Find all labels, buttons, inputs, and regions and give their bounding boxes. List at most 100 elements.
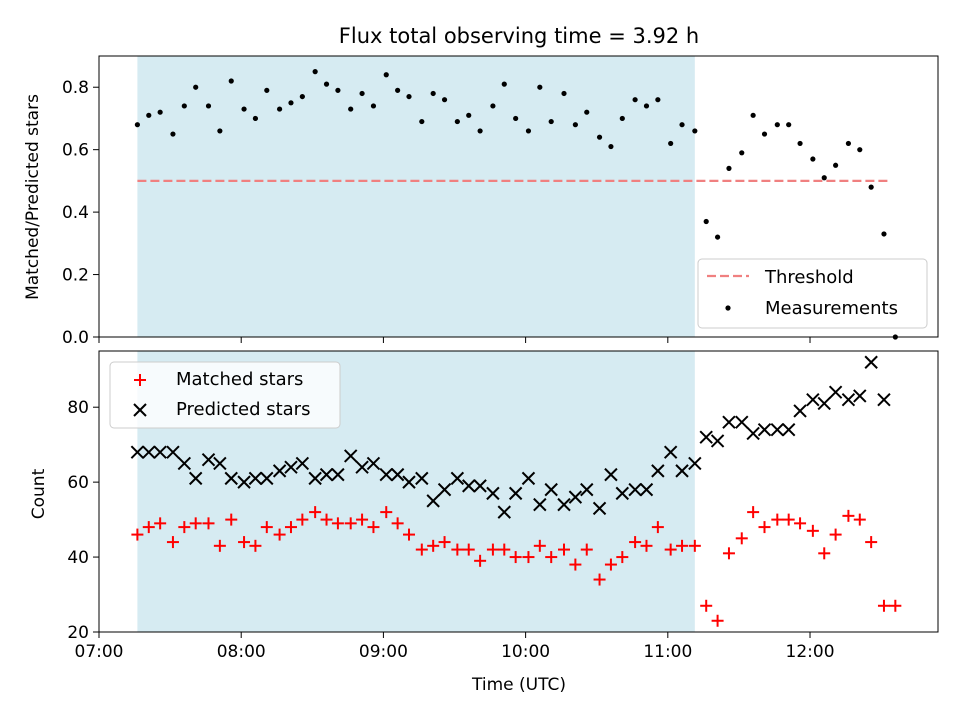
measurement-point	[312, 69, 318, 75]
predicted-star-point	[710, 434, 725, 448]
predicted-star-point	[166, 445, 180, 459]
matched-star-point	[782, 513, 795, 526]
matched-star-point	[580, 543, 593, 556]
matched-star-point	[747, 506, 760, 519]
legend-matched-swatch	[134, 374, 146, 386]
matched-star-point	[722, 547, 735, 560]
predicted-star-point	[806, 392, 820, 407]
matched-star-point	[558, 543, 571, 556]
matched-star-point	[391, 517, 404, 530]
measurement-point	[228, 78, 234, 84]
matched-star-point	[202, 517, 215, 530]
predicted-star-point	[486, 486, 500, 501]
matched-star-point	[509, 551, 522, 564]
measurement-point	[134, 122, 140, 128]
measurement-point	[170, 131, 176, 137]
measurement-point	[786, 122, 792, 128]
predicted-star-point	[628, 482, 642, 497]
predicted-star-point	[688, 456, 702, 471]
predicted-star-point	[757, 422, 772, 437]
top-panel-shaded-span	[137, 56, 695, 337]
predicted-star-point	[568, 490, 583, 504]
predicted-star-point	[343, 449, 358, 463]
predicted-star-point	[770, 422, 785, 437]
predicted-star-point	[415, 471, 429, 486]
matched-star-point	[320, 513, 333, 526]
measurement-point	[323, 81, 330, 87]
measurement-point	[299, 93, 305, 100]
predicted-star-point	[841, 392, 856, 407]
legend-threshold-label: Threshold	[764, 267, 854, 288]
measurement-point	[703, 218, 709, 225]
measurement-point	[881, 231, 887, 237]
predicted-star-point	[260, 471, 274, 486]
matched-star-point	[688, 539, 701, 552]
legend-predicted-swatch	[133, 403, 147, 417]
x-tick-label: 08:00	[217, 642, 266, 662]
legend-measurements-label: Measurements	[765, 298, 898, 319]
measurement-point	[548, 118, 554, 125]
predicted-star-point	[462, 479, 476, 493]
measurement-point	[454, 118, 460, 125]
measurement-point	[643, 103, 650, 109]
top-panel-marks	[134, 69, 898, 340]
y-tick-label: 0.2	[62, 266, 89, 286]
x-tick-label: 07:00	[75, 642, 124, 662]
bottom-panel-frame	[98, 350, 939, 633]
measurement-point	[572, 122, 578, 128]
matched-star-point	[260, 521, 273, 534]
predicted-star-point	[615, 486, 630, 501]
matched-star-point	[676, 539, 689, 552]
measurement-point	[359, 90, 365, 97]
measurement-point	[868, 184, 874, 190]
measurement-point	[146, 112, 152, 118]
predicted-star-point	[177, 456, 192, 471]
predicted-star-point	[781, 422, 796, 437]
matched-star-point	[131, 528, 144, 541]
measurement-point	[608, 143, 614, 150]
measurement-point	[833, 162, 839, 168]
matched-star-point	[829, 528, 842, 541]
y-tick-label: 80	[67, 398, 89, 418]
predicted-star-point	[319, 467, 334, 482]
matched-star-point	[356, 513, 369, 526]
top-legend-box	[697, 258, 928, 329]
predicted-star-point	[272, 464, 287, 478]
matched-star-point	[629, 536, 642, 549]
bottom-panel-marks	[130, 355, 902, 627]
predicted-star-point	[735, 415, 749, 429]
predicted-star-point	[521, 471, 536, 486]
measurement-point	[441, 97, 448, 103]
y-tick-label: 40	[67, 548, 89, 568]
matched-star-point	[664, 543, 677, 556]
predicted-star-point	[188, 471, 203, 486]
predicted-star-point	[699, 430, 713, 444]
measurement-point	[761, 131, 768, 137]
predicted-star-point	[153, 445, 167, 459]
measurement-point	[596, 134, 603, 140]
matched-star-point	[178, 521, 191, 534]
x-tick-label: 12:00	[786, 642, 835, 662]
matched-star-point	[403, 528, 416, 541]
measurement-point	[513, 115, 519, 122]
measurement-point	[490, 103, 496, 109]
predicted-star-point	[793, 404, 807, 418]
bottom-panel-ticks: 20 40 60 80 07:00 08:00 09:00 10:00 11:00 12:00	[67, 398, 834, 662]
matched-star-point	[604, 558, 617, 571]
predicted-star-point	[746, 426, 760, 441]
y-tick-label: 0.6	[62, 141, 89, 161]
matched-star-point	[380, 506, 393, 519]
matched-star-point	[593, 573, 606, 586]
matched-star-point	[309, 506, 322, 519]
predicted-star-point	[675, 464, 689, 478]
measurement-point	[181, 103, 187, 109]
predicted-star-point	[130, 445, 145, 459]
predicted-star-point	[853, 389, 867, 403]
measurement-point	[726, 165, 732, 171]
predicted-star-point	[437, 482, 452, 497]
chart-title: Flux total observing time = 3.92 h	[339, 24, 699, 48]
matched-star-point	[794, 517, 807, 530]
matched-star-point	[462, 543, 475, 556]
matched-star-point	[758, 521, 771, 534]
